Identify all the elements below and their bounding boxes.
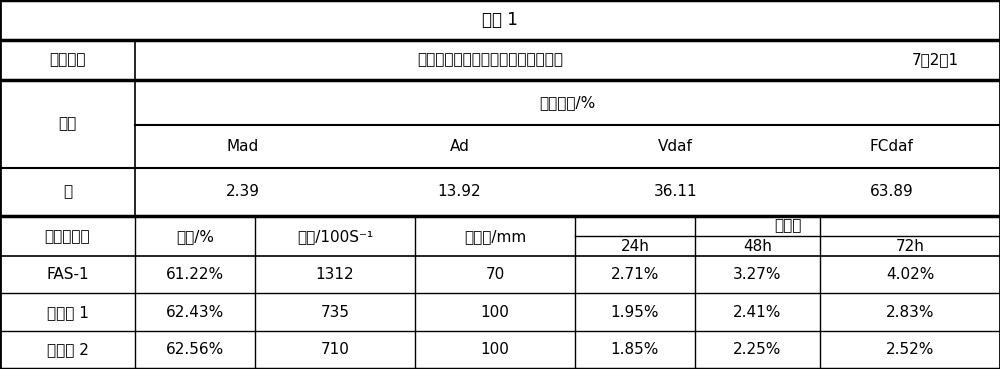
Text: 72h: 72h bbox=[896, 239, 924, 254]
Text: 2.71%: 2.71% bbox=[611, 268, 659, 282]
Text: 710: 710 bbox=[321, 342, 349, 358]
Text: 13.92: 13.92 bbox=[438, 184, 481, 199]
Text: 63.89: 63.89 bbox=[870, 184, 914, 199]
Text: 61.22%: 61.22% bbox=[166, 268, 224, 282]
Text: 36.11: 36.11 bbox=[654, 184, 697, 199]
Text: 煤: 煤 bbox=[63, 184, 72, 199]
Text: 7：2：1: 7：2：1 bbox=[911, 52, 959, 67]
Text: 62.56%: 62.56% bbox=[166, 342, 224, 358]
Text: 48h: 48h bbox=[743, 239, 772, 254]
Text: 1.85%: 1.85% bbox=[611, 342, 659, 358]
Text: 实施例 2: 实施例 2 bbox=[47, 342, 88, 358]
Text: Ad: Ad bbox=[449, 139, 469, 154]
Text: Mad: Mad bbox=[227, 139, 259, 154]
Text: 配煤比例: 配煤比例 bbox=[49, 52, 86, 67]
Text: 析水率: 析水率 bbox=[774, 218, 801, 234]
Text: 62.43%: 62.43% bbox=[166, 305, 224, 320]
Text: 煤样 1: 煤样 1 bbox=[482, 11, 518, 29]
Text: Vdaf: Vdaf bbox=[658, 139, 693, 154]
Text: 实施例 1: 实施例 1 bbox=[47, 305, 88, 320]
Text: 2.52%: 2.52% bbox=[886, 342, 934, 358]
Text: 735: 735 bbox=[320, 305, 350, 320]
Text: 添加剂类型: 添加剂类型 bbox=[45, 229, 90, 244]
Text: 1312: 1312 bbox=[316, 268, 354, 282]
Text: 神木煤：乌审旗图克煤：赛蒙特尔煤: 神木煤：乌审旗图克煤：赛蒙特尔煤 bbox=[417, 52, 563, 67]
Text: 流动性/mm: 流动性/mm bbox=[464, 229, 526, 244]
Text: 2.39: 2.39 bbox=[226, 184, 260, 199]
Text: FAS-1: FAS-1 bbox=[46, 268, 89, 282]
Text: 100: 100 bbox=[481, 342, 509, 358]
Text: 工业分析/%: 工业分析/% bbox=[539, 95, 596, 110]
Text: 浓度/%: 浓度/% bbox=[176, 229, 214, 244]
Text: 粘度/100S⁻¹: 粘度/100S⁻¹ bbox=[297, 229, 373, 244]
Text: FCdaf: FCdaf bbox=[870, 139, 914, 154]
Text: 2.25%: 2.25% bbox=[733, 342, 782, 358]
Text: 24h: 24h bbox=[621, 239, 649, 254]
Text: 3.27%: 3.27% bbox=[733, 268, 782, 282]
Text: 样品: 样品 bbox=[58, 116, 77, 131]
Text: 1.95%: 1.95% bbox=[611, 305, 659, 320]
Text: 4.02%: 4.02% bbox=[886, 268, 934, 282]
Text: 70: 70 bbox=[485, 268, 505, 282]
Text: 2.41%: 2.41% bbox=[733, 305, 782, 320]
Text: 100: 100 bbox=[481, 305, 509, 320]
Text: 2.83%: 2.83% bbox=[886, 305, 934, 320]
